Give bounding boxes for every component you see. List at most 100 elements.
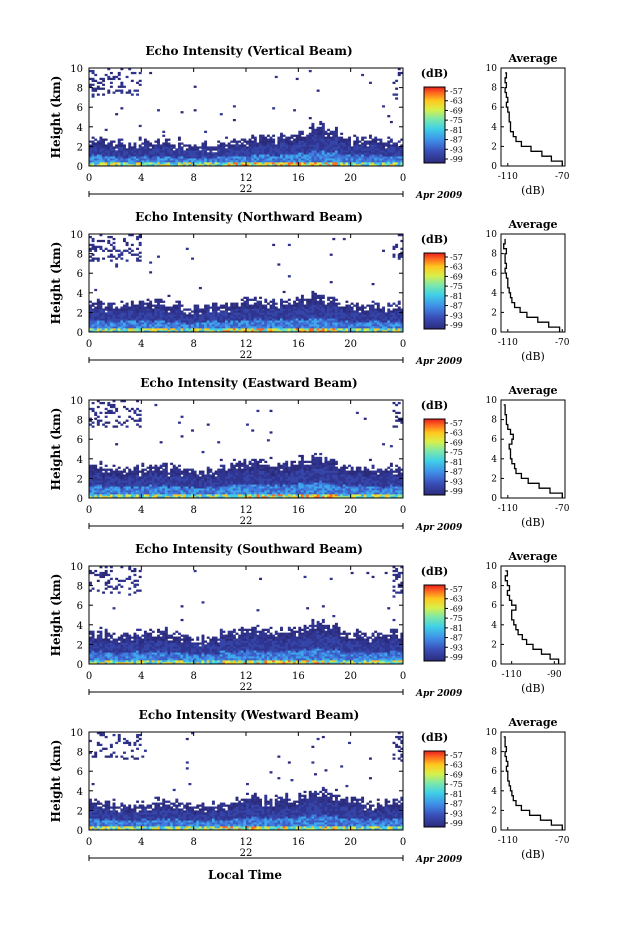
heatmap-cell bbox=[400, 156, 404, 159]
heatmap-cell bbox=[238, 150, 242, 153]
heatmap-cell bbox=[172, 466, 176, 469]
heatmap-cell bbox=[117, 249, 121, 252]
heatmap-cell bbox=[107, 249, 111, 252]
heatmap-cell bbox=[138, 490, 142, 493]
heatmap-cell bbox=[219, 494, 223, 497]
heatmap-cell bbox=[151, 326, 155, 329]
heatmap-cell bbox=[266, 330, 270, 333]
heatmap-cell bbox=[332, 156, 336, 159]
heatmap-cell bbox=[146, 474, 150, 477]
heatmap-cell bbox=[246, 322, 249, 325]
heatmap-cell bbox=[256, 496, 260, 499]
heatmap-cell bbox=[382, 306, 385, 309]
heatmap-cell bbox=[361, 162, 365, 165]
heatmap-cell bbox=[198, 488, 202, 491]
heatmap-cell bbox=[259, 464, 262, 467]
heatmap-cell bbox=[368, 144, 372, 147]
heatmap-cell bbox=[238, 156, 242, 159]
average-y-tick-label: 2 bbox=[491, 308, 497, 318]
heatmap-cell bbox=[117, 160, 121, 163]
heatmap-cell bbox=[112, 328, 116, 331]
heatmap-cell bbox=[128, 486, 132, 489]
heatmap-cell bbox=[274, 472, 278, 475]
heatmap-cell bbox=[321, 142, 325, 145]
heatmap-cell bbox=[282, 328, 286, 331]
heatmap-cell bbox=[319, 310, 323, 313]
heatmap-cell bbox=[285, 312, 289, 315]
heatmap-cell bbox=[272, 134, 276, 137]
heatmap-cell bbox=[170, 326, 174, 329]
heatmap-cell bbox=[99, 460, 103, 464]
heatmap-cell bbox=[240, 318, 244, 321]
heatmap-cell bbox=[251, 466, 255, 469]
heatmap-cell bbox=[143, 160, 147, 163]
heatmap-cell bbox=[159, 441, 163, 444]
heatmap-cell bbox=[185, 496, 189, 499]
heatmap-cell bbox=[94, 146, 98, 149]
heatmap-cell bbox=[120, 162, 124, 165]
heatmap-cell bbox=[180, 318, 184, 321]
heatmap-cell bbox=[104, 474, 108, 477]
heatmap-cell bbox=[340, 160, 344, 163]
heatmap-cell bbox=[94, 144, 98, 147]
heatmap-cell bbox=[151, 148, 155, 151]
heatmap-cell bbox=[94, 488, 98, 491]
heatmap-cell bbox=[340, 318, 344, 321]
heatmap-cell bbox=[274, 488, 278, 491]
heatmap-cell bbox=[123, 249, 126, 252]
heatmap-cell bbox=[235, 492, 239, 495]
heatmap-cell bbox=[136, 304, 140, 307]
heatmap-cell bbox=[104, 144, 108, 147]
heatmap-cell bbox=[251, 328, 255, 331]
heatmap-cell bbox=[253, 470, 257, 473]
heatmap-cell bbox=[264, 494, 268, 497]
heatmap-cell bbox=[191, 468, 194, 471]
heatmap-cell bbox=[196, 330, 200, 333]
heatmap-cell bbox=[130, 494, 134, 497]
heatmap-cell bbox=[206, 310, 210, 313]
heatmap-cell bbox=[115, 425, 119, 428]
heatmap-cell bbox=[340, 320, 344, 323]
heatmap-cell bbox=[321, 306, 325, 309]
heatmap-cell bbox=[112, 318, 116, 321]
heatmap-cell bbox=[164, 470, 168, 473]
heatmap-cell bbox=[117, 140, 121, 143]
heatmap-cell bbox=[91, 253, 95, 256]
heatmap-cell bbox=[136, 472, 140, 475]
heatmap-cell bbox=[256, 322, 260, 325]
heatmap-cell bbox=[157, 494, 160, 497]
heatmap-cell bbox=[206, 494, 210, 497]
heatmap-cell bbox=[371, 310, 375, 313]
heatmap-cell bbox=[379, 150, 383, 153]
heatmap-cell bbox=[264, 154, 268, 157]
heatmap-cell bbox=[172, 312, 176, 315]
heatmap-cell bbox=[125, 322, 129, 325]
heatmap-cell bbox=[206, 468, 210, 471]
heatmap-cell bbox=[115, 306, 119, 309]
heatmap-cell bbox=[316, 132, 320, 135]
heatmap-cell bbox=[329, 152, 333, 155]
heatmap-cell bbox=[204, 494, 208, 497]
heatmap-cell bbox=[324, 326, 328, 329]
heatmap-cell bbox=[120, 154, 124, 157]
heatmap-cell bbox=[348, 144, 351, 147]
heatmap-cell bbox=[298, 318, 302, 321]
heatmap-cell bbox=[277, 490, 281, 493]
heatmap-cell bbox=[117, 322, 121, 325]
heatmap-cell bbox=[211, 472, 215, 475]
heatmap-cell bbox=[319, 296, 323, 299]
heatmap-cell bbox=[120, 83, 124, 86]
heatmap-cell bbox=[193, 478, 197, 481]
heatmap-cell bbox=[243, 146, 247, 149]
heatmap-cell bbox=[133, 470, 137, 473]
heatmap-cell bbox=[259, 490, 262, 493]
heatmap-cell bbox=[151, 496, 155, 499]
heatmap-cell bbox=[206, 326, 210, 329]
heatmap-cell bbox=[282, 304, 286, 307]
heatmap-cell bbox=[332, 138, 336, 141]
heatmap-cell bbox=[311, 124, 315, 128]
heatmap-cell bbox=[261, 468, 265, 471]
heatmap-cell bbox=[389, 158, 393, 161]
heatmap-cell bbox=[206, 492, 210, 495]
